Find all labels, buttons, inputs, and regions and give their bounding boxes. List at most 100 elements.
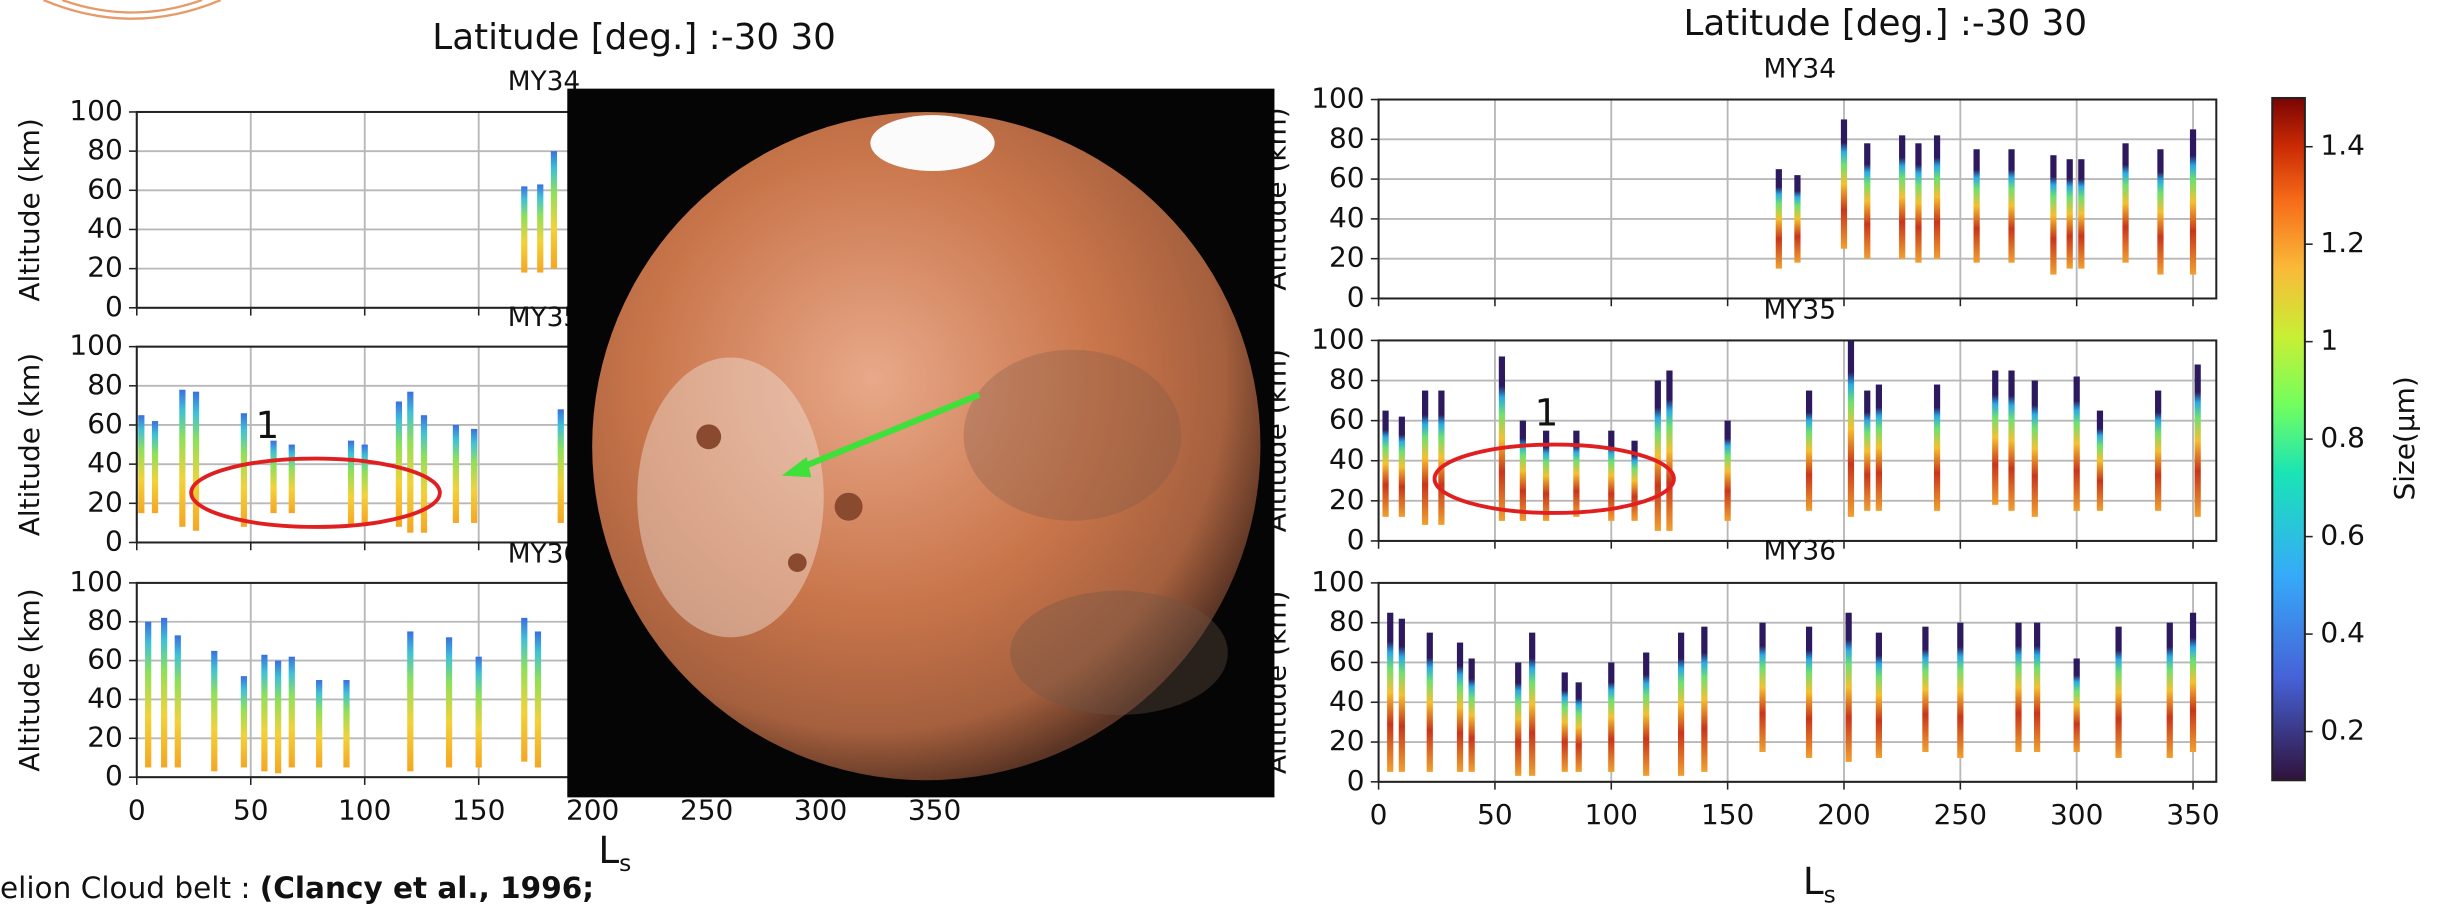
profile-column: [476, 657, 482, 768]
y-tick-label: 80: [87, 133, 123, 166]
profile-column: [1794, 175, 1800, 263]
y-tick-label: 60: [1329, 403, 1365, 436]
profile-column: [1655, 381, 1661, 531]
profile-column: [1387, 613, 1393, 772]
profile-column: [1701, 627, 1707, 772]
profile-column: [289, 445, 295, 514]
profile-column: [1899, 135, 1905, 258]
y-axis-label: Altitude (km): [13, 118, 46, 301]
profile-column: [2190, 613, 2196, 752]
footer-bold: (Clancy et al., 1996;: [260, 871, 594, 905]
panel-label: MY35: [1764, 294, 1837, 325]
x-tick-label: 350: [908, 793, 961, 826]
x-tick-label: 50: [233, 793, 269, 826]
colorbar-tick-label: 1: [2320, 324, 2338, 357]
x-axis-label-main: L: [598, 827, 619, 871]
profile-column: [1643, 653, 1649, 776]
profile-column: [1915, 143, 1921, 262]
y-tick-label: 80: [1329, 605, 1365, 638]
profile-column: [1469, 658, 1475, 771]
x-tick-label: 250: [680, 793, 733, 826]
profile-column: [348, 441, 354, 527]
profile-column: [1608, 662, 1614, 771]
y-tick-label: 20: [87, 720, 123, 753]
x-axis-label: Ls: [598, 827, 631, 876]
profile-column: [152, 421, 158, 513]
colorbar-fill: [2272, 98, 2305, 780]
profile-column: [1666, 371, 1672, 531]
profile-column: [1922, 627, 1928, 752]
x-tick-label: 150: [452, 793, 505, 826]
profile-column: [2167, 623, 2173, 758]
y-tick-label: 100: [1311, 82, 1364, 115]
profile-column: [2034, 623, 2040, 752]
profile-column: [275, 661, 281, 774]
profile-column: [2190, 129, 2196, 274]
y-tick-label: 60: [1329, 161, 1365, 194]
logo: [44, 0, 221, 19]
y-tick-label: 40: [1329, 443, 1365, 476]
y-tick-label: 0: [1347, 280, 1365, 313]
profile-column: [1382, 411, 1388, 517]
profile-column: [289, 657, 295, 768]
profile-column: [2195, 364, 2201, 516]
profile-column: [446, 637, 452, 767]
profile-column: [1974, 149, 1980, 262]
y-axis-label: Altitude (km): [13, 588, 46, 771]
y-tick-label: 0: [105, 524, 123, 557]
y-tick-label: 40: [1329, 684, 1365, 717]
y-tick-label: 40: [1329, 201, 1365, 234]
profile-column: [1562, 672, 1568, 771]
profile-column: [316, 680, 322, 767]
panel-frame: [1379, 583, 2217, 782]
figure: Latitude [deg.] :-30 30Ls020406080100MY3…: [0, 0, 2437, 914]
colorbar-label: Size(μm): [2388, 376, 2421, 500]
profile-column: [1934, 135, 1940, 258]
profile-column: [1399, 417, 1405, 517]
y-tick-label: 80: [87, 368, 123, 401]
colorbar-tick-label: 0.8: [2320, 421, 2364, 454]
y-tick-label: 100: [1311, 565, 1364, 598]
y-axis-label: Altitude (km): [13, 353, 46, 536]
profile-column: [1806, 391, 1812, 511]
x-tick-label: 300: [794, 793, 847, 826]
x-tick-label: 150: [1701, 798, 1754, 831]
colorbar-tick-label: 0.2: [2320, 714, 2364, 747]
y-tick-label: 0: [105, 290, 123, 323]
colorbar-tick-label: 0.4: [2320, 616, 2364, 649]
y-tick-label: 20: [1329, 724, 1365, 757]
y-tick-label: 0: [1347, 523, 1365, 556]
profile-column: [241, 413, 247, 527]
profile-column: [537, 184, 543, 272]
profile-column: [2050, 155, 2056, 274]
profile-column: [2008, 371, 2014, 511]
profile-column: [2067, 159, 2073, 268]
profile-column: [1957, 623, 1963, 758]
profile-column: [1848, 340, 1854, 516]
profile-column: [1399, 619, 1405, 772]
profile-column: [1427, 633, 1433, 772]
colorbar-tick-label: 0.6: [2320, 519, 2364, 552]
profile-column: [1678, 633, 1684, 776]
profile-column: [1499, 356, 1505, 520]
footer-text: elion Cloud belt : (Clancy et al., 1996;: [0, 871, 594, 905]
profile-column: [2122, 143, 2128, 262]
x-axis-label: Ls: [1803, 858, 1836, 907]
profile-column: [2074, 377, 2080, 511]
profile-column: [138, 415, 144, 513]
y-tick-label: 100: [1311, 322, 1364, 355]
chart-title: Latitude [deg.] :-30 30: [1683, 3, 2087, 44]
y-tick-label: 60: [87, 643, 123, 676]
y-tick-label: 20: [87, 485, 123, 518]
y-tick-label: 100: [69, 329, 122, 362]
profile-column: [175, 635, 181, 767]
x-axis-label-sub: s: [1824, 881, 1836, 908]
profile-column: [1520, 421, 1526, 521]
profile-column: [2097, 411, 2103, 511]
profile-column: [396, 401, 402, 526]
y-tick-label: 80: [1329, 363, 1365, 396]
y-tick-label: 60: [1329, 644, 1365, 677]
y-tick-label: 80: [87, 604, 123, 637]
y-tick-label: 20: [1329, 241, 1365, 274]
highlight-ellipse: [1435, 445, 1674, 513]
